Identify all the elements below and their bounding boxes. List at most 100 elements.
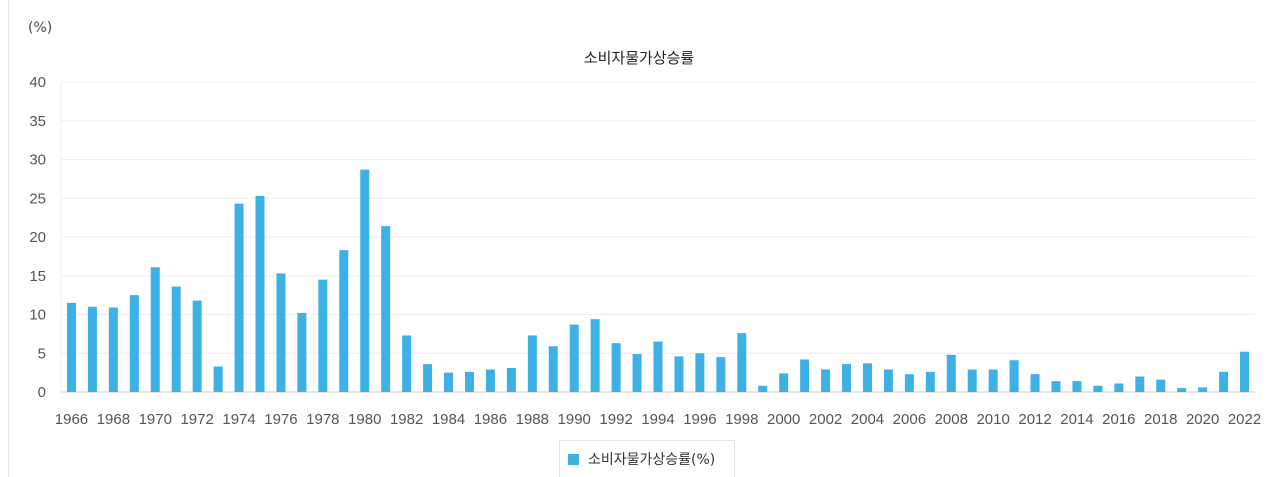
x-tick-label: 1978 <box>306 411 339 428</box>
x-tick-label: 1976 <box>264 411 297 428</box>
x-tick-label: 2020 <box>1186 411 1219 428</box>
bar-1975[interactable] <box>255 195 265 392</box>
bars <box>66 169 1250 393</box>
bar-1970[interactable] <box>150 267 160 392</box>
bar-1976[interactable] <box>276 273 286 392</box>
y-tick-label: 0 <box>38 384 46 401</box>
bar-1972[interactable] <box>192 300 202 392</box>
bar-1993[interactable] <box>632 354 642 392</box>
bar-1968[interactable] <box>108 307 118 392</box>
bar-1983[interactable] <box>423 364 433 392</box>
bar-2004[interactable] <box>862 363 872 392</box>
bar-1994[interactable] <box>653 341 663 393</box>
bar-2011[interactable] <box>1009 360 1019 392</box>
bar-2020[interactable] <box>1198 387 1208 392</box>
bar-1988[interactable] <box>527 335 537 392</box>
bar-1969[interactable] <box>129 295 139 393</box>
x-tick-label: 1996 <box>683 411 716 428</box>
y-axis-ticks: 0 5 10 15 20 25 30 35 40 <box>29 74 46 401</box>
bar-1978[interactable] <box>318 279 328 393</box>
legend-swatch <box>568 453 579 465</box>
bar-1987[interactable] <box>506 367 516 392</box>
x-tick-label: 1980 <box>348 411 381 428</box>
bar-2012[interactable] <box>1030 374 1040 392</box>
bar-2007[interactable] <box>925 371 935 392</box>
x-tick-label: 2018 <box>1144 411 1177 428</box>
x-tick-label: 1982 <box>390 411 423 428</box>
bar-1982[interactable] <box>402 335 412 392</box>
x-tick-label: 1988 <box>516 411 549 428</box>
x-tick-label: 1990 <box>558 411 591 428</box>
bar-2018[interactable] <box>1156 379 1166 392</box>
x-tick-label: 1966 <box>55 411 88 428</box>
legend[interactable]: 소비자물가상승률(%) <box>559 440 735 477</box>
bar-2000[interactable] <box>779 373 789 392</box>
bar-1977[interactable] <box>297 312 307 392</box>
bar-2002[interactable] <box>821 369 831 392</box>
bar-1990[interactable] <box>569 324 579 392</box>
bar-1979[interactable] <box>339 250 349 392</box>
bar-1974[interactable] <box>234 203 244 392</box>
bar-1980[interactable] <box>360 169 370 392</box>
bar-2010[interactable] <box>988 369 998 392</box>
x-tick-label: 2010 <box>976 411 1009 428</box>
bar-1986[interactable] <box>485 369 495 392</box>
bar-1996[interactable] <box>695 353 705 392</box>
bar-2016[interactable] <box>1114 383 1124 392</box>
bar-2015[interactable] <box>1093 385 1103 392</box>
x-tick-label: 1984 <box>432 411 465 428</box>
bar-2006[interactable] <box>904 374 914 392</box>
x-tick-label: 1992 <box>599 411 632 428</box>
y-tick-label: 20 <box>29 229 46 246</box>
bar-1989[interactable] <box>548 346 558 392</box>
x-tick-label: 1998 <box>725 411 758 428</box>
bar-1991[interactable] <box>590 319 600 392</box>
x-tick-label: 2006 <box>893 411 926 428</box>
chart-title: 소비자물가상승률 <box>583 49 695 67</box>
bar-2014[interactable] <box>1072 381 1082 392</box>
bar-1995[interactable] <box>674 356 684 392</box>
y-tick-label: 35 <box>29 113 46 130</box>
bar-2022[interactable] <box>1240 351 1250 392</box>
bar-2005[interactable] <box>883 369 893 392</box>
bar-2021[interactable] <box>1219 371 1229 392</box>
bar-1997[interactable] <box>716 357 726 393</box>
chart-frame <box>8 0 1278 477</box>
x-tick-label: 2012 <box>1018 411 1051 428</box>
bar-2009[interactable] <box>967 369 977 392</box>
bar-2019[interactable] <box>1177 388 1187 393</box>
bar-1999[interactable] <box>758 385 768 392</box>
y-tick-label: 5 <box>38 345 46 362</box>
x-tick-label: 1994 <box>641 411 674 428</box>
bar-1971[interactable] <box>171 286 181 392</box>
y-tick-label: 25 <box>29 190 46 207</box>
legend-label: 소비자물가상승률(%) <box>588 452 716 468</box>
bar-2017[interactable] <box>1135 376 1145 393</box>
x-tick-label: 2008 <box>935 411 968 428</box>
bar-1967[interactable] <box>87 306 97 392</box>
bar-1973[interactable] <box>213 366 223 392</box>
y-axis-unit-label: (%) <box>28 20 53 36</box>
y-tick-label: 15 <box>29 268 46 285</box>
x-tick-label: 2014 <box>1060 411 1093 428</box>
x-tick-label: 1970 <box>139 411 172 428</box>
x-tick-label: 2002 <box>809 411 842 428</box>
x-tick-label: 1968 <box>97 411 130 428</box>
y-tick-label: 10 <box>29 307 46 324</box>
bar-2001[interactable] <box>800 359 810 392</box>
x-tick-label: 2004 <box>851 411 884 428</box>
x-tick-label: 1972 <box>180 411 213 428</box>
bar-2013[interactable] <box>1051 381 1061 392</box>
x-tick-label: 2016 <box>1102 411 1135 428</box>
x-tick-label: 2022 <box>1228 411 1261 428</box>
bar-1984[interactable] <box>444 372 454 393</box>
bar-1981[interactable] <box>381 226 391 392</box>
bar-1992[interactable] <box>611 343 621 392</box>
bar-2003[interactable] <box>842 364 852 392</box>
y-tick-label: 40 <box>29 74 46 91</box>
bar-1966[interactable] <box>66 302 76 393</box>
bar-2008[interactable] <box>946 354 956 392</box>
bar-1998[interactable] <box>737 333 747 392</box>
bar-1985[interactable] <box>464 371 474 392</box>
